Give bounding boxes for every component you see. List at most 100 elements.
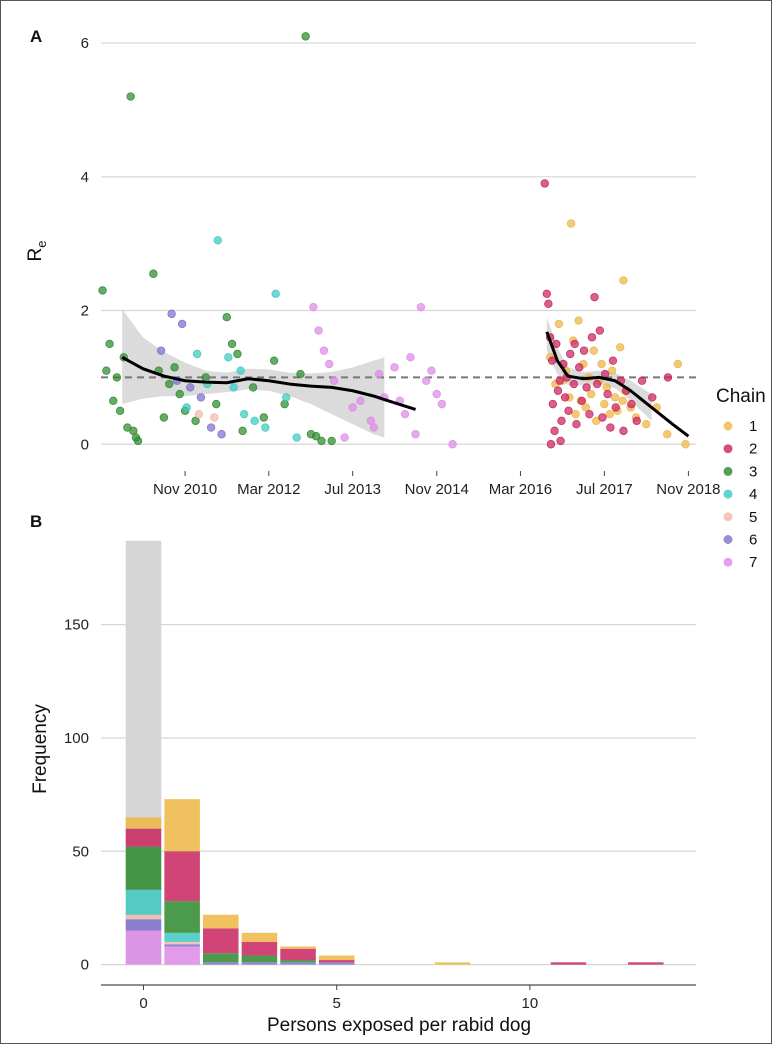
x-tick-label: Mar 2016 <box>489 481 552 498</box>
bar-segment-chain-1 <box>125 817 162 829</box>
point-chain-7 <box>437 399 447 409</box>
point-chain-7 <box>340 433 349 442</box>
point-chain-3 <box>238 426 247 436</box>
legend-key-3 <box>723 466 733 476</box>
legend-label-1: 1 <box>749 418 757 435</box>
panel-b-y-title: Frequency <box>30 704 51 794</box>
point-chain-6 <box>156 346 166 355</box>
point-chain-3 <box>248 383 258 392</box>
point-chain-3 <box>327 436 336 446</box>
bar-segment-chain-5 <box>125 914 162 920</box>
point-chain-1 <box>605 409 614 419</box>
point-chain-1 <box>574 316 583 325</box>
point-chain-2 <box>603 389 612 399</box>
point-chain-4 <box>224 353 233 362</box>
point-chain-2 <box>663 373 673 382</box>
point-chain-7 <box>309 302 318 312</box>
bar-segment-chain-1 <box>318 955 355 961</box>
point-chain-1 <box>616 343 625 352</box>
bar-segment-chain-6 <box>125 919 162 931</box>
point-chain-7 <box>369 423 379 432</box>
confidence-band <box>122 309 385 438</box>
point-chain-6 <box>167 309 176 319</box>
point-chain-2 <box>592 379 602 389</box>
point-chain-4 <box>229 383 238 392</box>
point-chain-3 <box>222 313 231 322</box>
x-tick-label: Jul 2013 <box>324 481 381 498</box>
panel-b-gridlines <box>101 624 696 966</box>
point-chain-2 <box>550 426 559 436</box>
panel-b-x-title: Persons exposed per rabid dog <box>267 1015 531 1036</box>
point-chain-5 <box>194 409 204 419</box>
bar-segment-chain-6 <box>318 962 355 965</box>
point-chain-3 <box>133 436 143 446</box>
point-chain-3 <box>98 286 107 295</box>
bar-segment-chain-1 <box>241 932 278 942</box>
point-chain-2 <box>548 399 558 409</box>
point-chain-7 <box>390 363 399 372</box>
point-chain-2 <box>632 416 641 426</box>
y-tick-label: 150 <box>64 617 89 634</box>
legend-key-6 <box>723 535 733 544</box>
point-chain-1 <box>581 403 590 412</box>
point-chain-1 <box>607 366 617 375</box>
point-chain-3 <box>165 379 174 389</box>
point-chain-1 <box>619 276 628 285</box>
legend-key-2 <box>723 444 733 454</box>
bar-segment-chain-7 <box>164 946 200 965</box>
smooth-curve <box>121 356 417 411</box>
panel-a-smooth-bands <box>122 309 652 438</box>
point-chain-2 <box>577 396 586 405</box>
bar-segment-chain-2 <box>628 962 664 965</box>
point-chain-1 <box>589 346 599 355</box>
point-chain-2 <box>560 393 570 402</box>
bar-segment-chain-3 <box>280 960 316 963</box>
point-chain-3 <box>259 413 268 422</box>
point-chain-3 <box>170 363 179 372</box>
point-chain-2 <box>582 383 591 392</box>
point-chain-2 <box>611 403 620 412</box>
point-chain-3 <box>191 416 200 426</box>
point-chain-6 <box>186 383 195 392</box>
legend-key-5 <box>723 512 733 522</box>
point-chain-5 <box>210 413 219 422</box>
bar-segment-chain-3 <box>203 953 239 963</box>
point-chain-4 <box>182 403 191 412</box>
x-tick-label: Mar 2012 <box>237 481 300 498</box>
point-chain-2 <box>579 346 589 355</box>
point-chain-4 <box>213 236 222 245</box>
point-chain-2 <box>540 179 549 188</box>
point-chain-2 <box>595 326 605 335</box>
bar-segment-chain-1 <box>164 799 200 852</box>
point-chain-3 <box>296 369 305 379</box>
point-chain-3 <box>269 356 279 365</box>
point-chain-2 <box>590 292 599 302</box>
panel-b-label: B <box>30 512 42 531</box>
point-chain-1 <box>571 409 580 419</box>
point-chain-1 <box>681 440 690 449</box>
panel-b-y-ticks: 0 50 100 150 <box>64 617 89 974</box>
panel-a-y-ticks: 0 2 4 6 <box>81 35 89 453</box>
point-chain-2 <box>555 376 564 385</box>
y-tick-label: 0 <box>81 436 89 453</box>
bar-segment-chain-6 <box>164 944 200 947</box>
bar-segment-chain-2 <box>164 851 200 902</box>
point-chain-6 <box>196 393 206 402</box>
point-chain-2 <box>619 426 628 436</box>
point-chain-1 <box>600 399 609 409</box>
point-chain-4 <box>192 349 202 359</box>
x-tick-label: Nov 2010 <box>153 481 217 498</box>
point-chain-2 <box>542 289 552 299</box>
point-chain-1 <box>618 396 627 405</box>
point-chain-1 <box>642 419 651 429</box>
x-tick-label: 5 <box>333 995 341 1012</box>
point-chain-1 <box>663 430 672 439</box>
bar-segment-chain-6 <box>203 962 239 965</box>
point-chain-3 <box>149 269 158 278</box>
point-chain-7 <box>422 376 431 385</box>
legend-key-4 <box>723 489 733 499</box>
point-chain-3 <box>301 32 310 41</box>
point-chain-7 <box>400 409 410 419</box>
